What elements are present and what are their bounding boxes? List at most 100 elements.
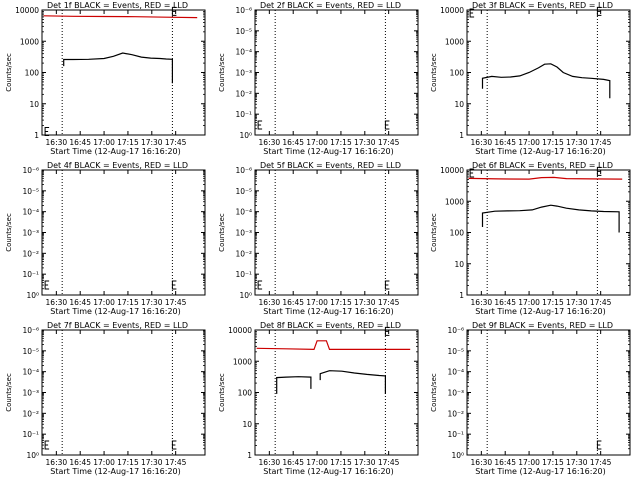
- chart-title: Det 5f BLACK = Events, RED = LLD: [260, 161, 401, 170]
- x-tick-label: 17:15: [330, 138, 352, 147]
- events-series-line: [63, 52, 173, 84]
- y-tick-label: 10: [454, 260, 464, 269]
- y-tick-label: 10⁻¹: [235, 270, 252, 279]
- x-tick-label: 16:45: [494, 298, 516, 307]
- chart-title: Det 6f BLACK = Events, RED = LLD: [472, 161, 613, 170]
- x-tick-label: 17:30: [354, 458, 376, 467]
- y-tick-label: 10⁻⁴: [235, 48, 252, 57]
- interval-marker-1: [596, 440, 602, 450]
- x-tick-label: 16:30: [259, 298, 281, 307]
- chart-title: Det 2f BLACK = Events, RED = LLD: [260, 1, 401, 10]
- x-tick-label: 17:45: [378, 298, 400, 307]
- y-tick-label: 10⁻²: [22, 409, 39, 418]
- interval-marker-1: [257, 280, 263, 290]
- y-tick-label: 10⁻³: [447, 389, 464, 398]
- x-tick-label: 17:45: [378, 458, 400, 467]
- chart-panel-4: Det 4f BLACK = Events, RED = LLD 10⁰ 10⁻¹ 1…: [5, 161, 206, 316]
- plot-frame: [466, 329, 631, 456]
- y-axis-label: Counts/sec: [5, 53, 13, 92]
- chart-panel-7: Det 7f BLACK = Events, RED = LLD 10⁰ 10⁻¹ 1…: [5, 321, 206, 476]
- y-tick-label: 10⁻²: [235, 89, 252, 98]
- y-tick-label: 10⁻⁴: [22, 368, 39, 377]
- y-tick-label: 10: [454, 100, 464, 109]
- x-axis-label: Start Time (12-Aug-17 16:16:20): [263, 467, 394, 476]
- events-series-line: [481, 63, 611, 99]
- x-tick-label: 17:00: [306, 298, 328, 307]
- y-axis-label: Counts/sec: [218, 213, 226, 252]
- y-axis-label: Counts/sec: [430, 373, 438, 412]
- interval-marker-2: [171, 6, 177, 16]
- x-tick-label: 17:15: [330, 298, 352, 307]
- x-tick-label: 16:45: [494, 458, 516, 467]
- x-tick-label: 17:00: [518, 138, 540, 147]
- x-tick-label: 16:30: [46, 298, 68, 307]
- y-tick-label: 1000: [233, 357, 252, 366]
- y-tick-label: 10⁻³: [22, 229, 39, 238]
- x-tick-label: 17:45: [165, 298, 187, 307]
- y-tick-label: 100: [25, 69, 40, 78]
- y-axis-label: Counts/sec: [218, 53, 226, 92]
- interval-marker-1: [44, 440, 50, 450]
- plot-frame: [254, 169, 419, 296]
- y-tick-label: 10⁻³: [235, 229, 252, 238]
- interval-marker-2: [384, 280, 390, 290]
- interval-marker-1: [469, 168, 475, 178]
- x-axis-label: Start Time (12-Aug-17 16:16:20): [475, 307, 606, 316]
- x-tick-label: 17:45: [378, 138, 400, 147]
- y-tick-label: 10⁻²: [235, 249, 252, 258]
- plot-frame: [466, 169, 631, 296]
- y-tick-label: 1000: [20, 37, 39, 46]
- y-tick-label: 10000: [228, 326, 252, 335]
- y-tick-label: 1: [459, 291, 464, 300]
- chart-panel-5: Det 5f BLACK = Events, RED = LLD 10⁰ 10⁻¹ 1…: [218, 161, 419, 316]
- y-tick-label: 10000: [440, 6, 464, 15]
- y-tick-label: 10000: [440, 166, 464, 175]
- plot-frame: [41, 9, 206, 136]
- x-tick-label: 16:45: [282, 458, 304, 467]
- x-axis-label: Start Time (12-Aug-17 16:16:20): [263, 147, 394, 156]
- plot-frame: [254, 9, 419, 136]
- interval-marker-2: [171, 280, 177, 290]
- x-axis-label: Start Time (12-Aug-17 16:16:20): [50, 467, 181, 476]
- y-tick-label: 100: [450, 229, 465, 238]
- x-axis-label: Start Time (12-Aug-17 16:16:20): [50, 147, 181, 156]
- y-tick-label: 1: [34, 131, 39, 140]
- x-tick-label: 16:30: [259, 458, 281, 467]
- y-tick-label: 10000: [15, 6, 39, 15]
- x-tick-label: 17:45: [165, 458, 187, 467]
- y-tick-label: 1000: [445, 37, 464, 46]
- chart-title: Det 8f BLACK = Events, RED = LLD: [260, 321, 401, 330]
- interval-marker-1: [44, 280, 50, 290]
- x-tick-label: 17:45: [590, 298, 612, 307]
- x-tick-label: 16:45: [282, 298, 304, 307]
- y-tick-label: 10⁻⁶: [22, 326, 39, 335]
- x-tick-label: 16:45: [282, 138, 304, 147]
- x-tick-label: 17:30: [354, 298, 376, 307]
- x-tick-label: 17:15: [542, 298, 564, 307]
- x-tick-label: 17:45: [590, 458, 612, 467]
- x-tick-label: 16:30: [46, 138, 68, 147]
- y-tick-label: 10⁻⁵: [22, 347, 39, 356]
- interval-marker-1: [257, 120, 263, 130]
- x-tick-label: 16:30: [471, 458, 493, 467]
- y-tick-label: 10⁻³: [235, 69, 252, 78]
- y-tick-label: 10⁻⁶: [235, 6, 252, 15]
- x-tick-label: 17:30: [141, 458, 163, 467]
- interval-marker-2: [384, 120, 390, 130]
- x-axis-label: Start Time (12-Aug-17 16:16:20): [475, 147, 606, 156]
- x-tick-label: 17:30: [566, 298, 588, 307]
- y-tick-label: 10⁻¹: [22, 270, 39, 279]
- x-tick-label: 17:00: [518, 298, 540, 307]
- plot-frame: [41, 329, 206, 456]
- interval-marker-2: [171, 440, 177, 450]
- events-series-line: [319, 370, 386, 394]
- lld-series-line: [256, 340, 411, 351]
- events-series-line: [276, 376, 312, 394]
- y-tick-label: 10⁻²: [22, 249, 39, 258]
- interval-marker-1: [469, 8, 475, 18]
- y-tick-label: 1000: [445, 197, 464, 206]
- interval-marker-1: [44, 126, 50, 136]
- y-tick-label: 10⁻¹: [235, 110, 252, 119]
- chart-panel-3: Det 3f BLACK = Events, RED = LLD 1 10 100 10…: [430, 1, 631, 156]
